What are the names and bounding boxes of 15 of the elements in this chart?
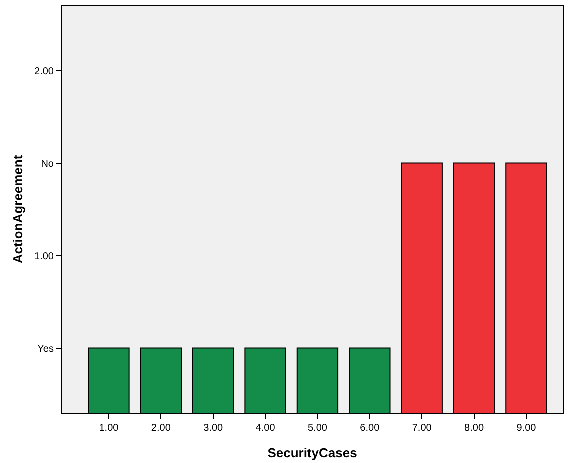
x-tick-label: 9.00 [516,423,537,434]
x-tick-label: 3.00 [204,423,224,434]
x-tick-label: 4.00 [256,423,276,434]
x-tick-label: 8.00 [464,423,484,434]
y-tick-label: 1.00 [34,251,54,262]
x-tick-label: 5.00 [308,423,328,434]
y-tick-label: Yes [38,344,54,355]
x-tick-label: 6.00 [360,423,380,434]
y-axis-title: ActionAgreement [10,154,26,264]
x-tick-label: 7.00 [412,423,432,434]
x-tick-label: 1.00 [99,423,120,434]
y-tick-label: 2.00 [34,66,54,78]
x-axis-title: SecurityCases [268,446,358,461]
x-tick-label: 2.00 [151,423,172,434]
y-tick-label: No [41,158,54,170]
